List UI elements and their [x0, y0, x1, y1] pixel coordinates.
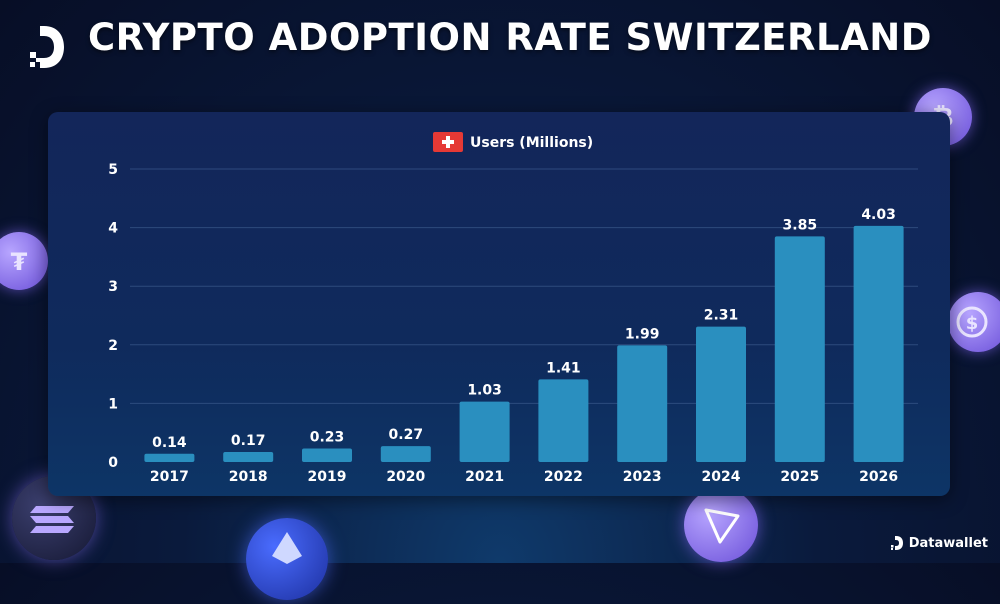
x-tick-label: 2022 — [544, 469, 583, 485]
svg-text:$: $ — [966, 313, 979, 334]
datawallet-logo-icon — [30, 26, 64, 68]
bar — [223, 452, 274, 462]
y-tick-label: 4 — [108, 221, 118, 237]
y-tick-label: 0 — [108, 455, 118, 471]
y-tick-label: 5 — [108, 162, 118, 178]
bar — [774, 236, 825, 462]
y-tick-label: 1 — [108, 396, 118, 412]
bar — [302, 448, 352, 462]
ethereum-coin-icon — [246, 518, 328, 600]
x-tick-label: 2018 — [229, 469, 268, 485]
data-label: 2.31 — [704, 308, 739, 324]
bar — [380, 446, 431, 462]
x-tick-label: 2021 — [465, 469, 504, 485]
brand-watermark: Datawallet — [890, 535, 988, 551]
data-label: 3.85 — [783, 217, 818, 233]
x-tick-label: 2017 — [150, 469, 189, 485]
data-label: 1.99 — [625, 326, 660, 342]
bar — [853, 225, 904, 462]
data-label: 0.17 — [231, 433, 266, 449]
bar — [144, 453, 195, 462]
data-label: 1.03 — [467, 383, 502, 399]
x-tick-label: 2023 — [623, 469, 662, 485]
bar — [538, 379, 589, 462]
bar — [617, 345, 668, 462]
svg-text:₮: ₮ — [11, 248, 28, 276]
tether-coin-icon: ₮ — [0, 232, 48, 290]
x-tick-label: 2025 — [780, 469, 819, 485]
bar-chart: Users (Millions) 0 1 2 3 4 5 0.14 2017 0.17 2018 0.… — [108, 132, 918, 485]
swiss-flag-icon — [433, 132, 463, 152]
data-label: 1.41 — [546, 360, 581, 376]
solana-coin-icon — [12, 476, 96, 560]
data-label: 0.14 — [152, 435, 187, 451]
x-tick-label: 2024 — [702, 469, 741, 485]
brand-name: Datawallet — [908, 535, 988, 551]
bar — [459, 401, 510, 462]
header: CRYPTO ADOPTION RATE SWITZERLAND — [0, 0, 1000, 90]
datawallet-brand-icon — [890, 536, 903, 550]
tron-coin-icon — [684, 488, 758, 562]
legend-label: Users (Millions) — [470, 135, 593, 151]
data-label: 0.27 — [389, 427, 424, 443]
data-label: 0.23 — [310, 430, 345, 446]
bar — [696, 326, 746, 462]
usdc-coin-icon: $ — [948, 292, 1000, 352]
y-tick-label: 3 — [108, 279, 118, 295]
x-tick-label: 2026 — [859, 469, 898, 485]
x-tick-label: 2020 — [386, 469, 425, 485]
page-title: CRYPTO ADOPTION RATE SWITZERLAND — [88, 16, 932, 59]
x-tick-label: 2019 — [308, 469, 347, 485]
data-label: 4.03 — [861, 207, 896, 223]
y-tick-label: 2 — [108, 338, 118, 354]
